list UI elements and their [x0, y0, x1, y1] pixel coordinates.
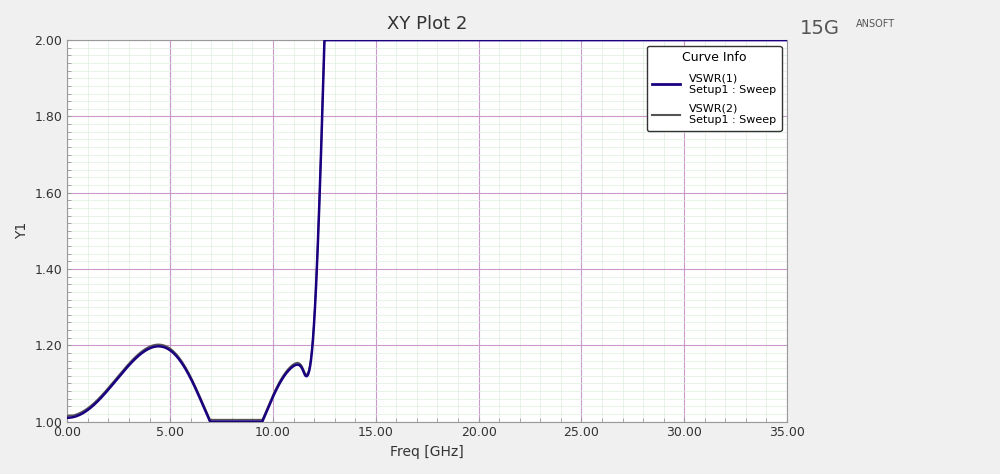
Legend: VSWR(1)
Setup1 : Sweep, VSWR(2)
Setup1 : Sweep: VSWR(1) Setup1 : Sweep, VSWR(2) Setup1 :…	[647, 46, 782, 131]
X-axis label: Freq [GHz]: Freq [GHz]	[390, 445, 464, 459]
Text: ANSOFT: ANSOFT	[856, 19, 895, 29]
Text: 15G: 15G	[800, 19, 840, 38]
Title: XY Plot 2: XY Plot 2	[387, 15, 467, 33]
Y-axis label: Y1: Y1	[15, 222, 29, 239]
